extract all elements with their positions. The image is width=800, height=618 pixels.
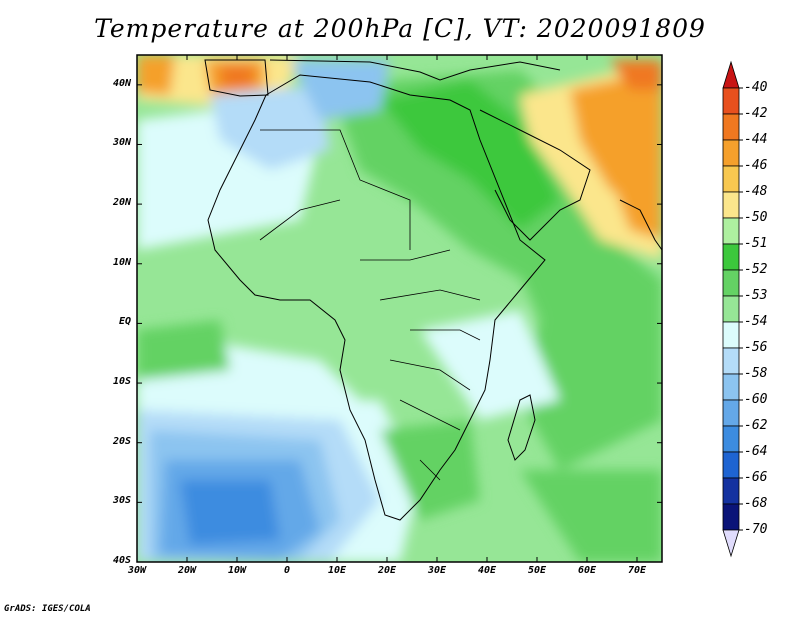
lat-label: 10S: [112, 376, 131, 388]
colorbar-label: -51: [744, 236, 768, 251]
field-region-atlantic-blue: [210, 85, 330, 170]
iberia-coastline: [204, 59, 269, 97]
colorbar-swatch: [722, 503, 740, 531]
lon-label: 10E: [327, 565, 347, 576]
colorbar-label: -40: [744, 80, 768, 95]
field-region-nw-hot: [137, 55, 175, 95]
colorbar-swatch: [722, 451, 740, 479]
colorbar-label: -64: [744, 444, 768, 459]
field-region-south-darkblue: [180, 480, 280, 545]
field-region-east-green: [380, 80, 560, 230]
colorbar-swatch: [722, 165, 740, 193]
colorbar-swatch: [722, 243, 740, 271]
field-region-southwest-green: [137, 320, 230, 380]
colorbar-swatch: [722, 60, 740, 89]
colorbar-swatch: [722, 113, 740, 141]
colorbar-swatch: [722, 217, 740, 245]
coastlines: [204, 59, 662, 521]
india-coastline: [619, 199, 662, 251]
colorbar-swatch: [722, 191, 740, 219]
arabia-coastline: [479, 109, 591, 241]
lat-label: 40S: [112, 555, 131, 566]
africa-coastline: [207, 74, 546, 521]
lon-label: 20W: [177, 565, 197, 576]
colorbar-label: -58: [744, 366, 768, 381]
lat-label: 10N: [112, 256, 131, 268]
colorbar-swatch: [722, 373, 740, 401]
colorbar-label: -44: [744, 132, 768, 147]
border-lines: [259, 129, 481, 481]
colorbar-swatch: [722, 477, 740, 505]
field-region-india-hot: [600, 140, 662, 240]
credit-text: GrADS: IGES/COLA: [4, 604, 91, 614]
lon-label: 50E: [527, 565, 547, 576]
lat-label: EQ: [118, 316, 131, 328]
colorbar-label: -52: [744, 262, 768, 277]
lat-label: 20S: [112, 435, 131, 447]
colorbar-label: -46: [744, 158, 768, 173]
lon-label: 20E: [377, 565, 397, 576]
lon-label: 30E: [427, 565, 447, 576]
colorbar-swatch: [722, 347, 740, 375]
lon-label: 60E: [577, 565, 597, 576]
lon-label: 70E: [627, 565, 647, 576]
colorbar-label: -56: [744, 340, 768, 355]
colorbar-label: -62: [744, 418, 768, 433]
temperature-field: [137, 55, 662, 562]
colorbar-label: -54: [744, 314, 768, 329]
lat-label: 30N: [112, 137, 131, 149]
colorbar-label: -53: [744, 288, 768, 303]
colorbar-label: -68: [744, 496, 768, 511]
lat-label: 20N: [112, 197, 131, 209]
colorbar-swatch: [722, 269, 740, 297]
colorbar-swatch: [722, 321, 740, 349]
europe-coastline: [269, 59, 561, 81]
field-region-orange-ne: [610, 60, 662, 90]
lon-label: 10W: [227, 565, 247, 576]
colorbar-label: -70: [744, 522, 768, 537]
colorbar-label: -42: [744, 106, 768, 121]
colorbar-label: -50: [744, 210, 768, 225]
field-region-central-cyan: [420, 310, 560, 420]
lon-label: 0: [283, 565, 291, 576]
lon-label: 30W: [127, 565, 147, 576]
field-region-mediterranean-blue: [290, 60, 390, 120]
colorbar-label: -66: [744, 470, 768, 485]
lon-label: 40E: [477, 565, 497, 576]
colorbar-swatch: [722, 87, 740, 115]
lat-label: 40N: [112, 77, 131, 89]
axis-ticks: [136, 55, 662, 563]
colorbar-swatch: [722, 139, 740, 167]
colorbar-label: -48: [744, 184, 768, 199]
colorbar: [722, 60, 743, 558]
madagascar-coastline: [507, 394, 536, 461]
field-region-iberia-orange: [220, 65, 255, 88]
field-region-east-coast-green: [500, 230, 662, 470]
colorbar-swatch: [722, 529, 740, 558]
colorbar-swatch: [722, 295, 740, 323]
lat-label: 30S: [112, 495, 131, 507]
map-title: Temperature at 200hPa [C], VT: 202009180…: [94, 14, 706, 43]
field-region-southeast-green: [520, 470, 662, 562]
colorbar-swatch: [722, 399, 740, 427]
colorbar-label: -60: [744, 392, 768, 407]
plot-frame: [136, 54, 663, 563]
colorbar-swatch: [722, 425, 740, 453]
